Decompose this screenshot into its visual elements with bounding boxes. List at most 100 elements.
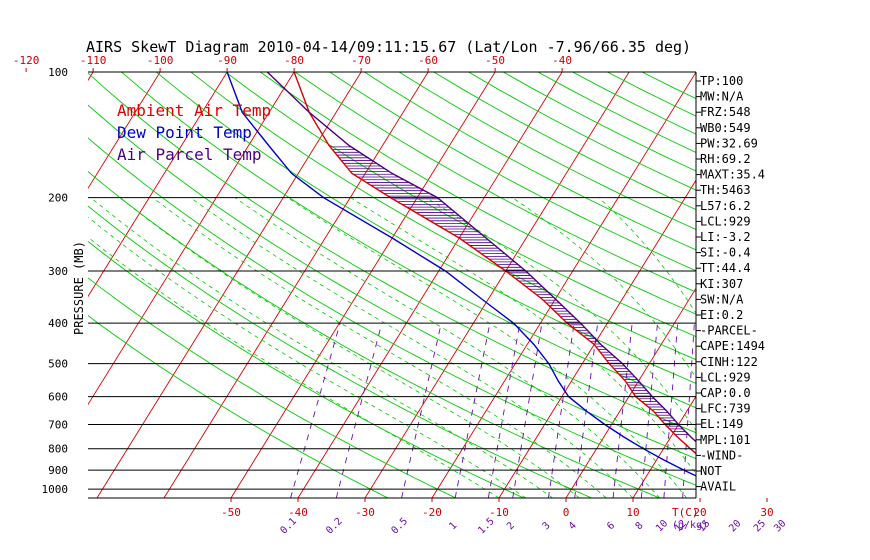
index-label: SI:-0.4 xyxy=(700,246,751,260)
moist-adiabat-line xyxy=(234,197,661,498)
dry-adiabat-line xyxy=(88,137,696,486)
cape-hatch xyxy=(330,146,689,435)
index-label: LFC:739 xyxy=(700,402,751,416)
top-temp-tick-label: -70 xyxy=(351,54,371,67)
dewpoint-temp-line xyxy=(226,72,696,477)
y-axis-label: PRESSURE (MB) xyxy=(72,241,86,335)
index-label: WB0:549 xyxy=(700,121,751,135)
index-label: LI:-3.2 xyxy=(700,230,751,244)
index-label: TT:44.4 xyxy=(700,261,751,275)
index-label: AVAIL xyxy=(700,480,736,494)
pressure-tick-label: 900 xyxy=(48,464,68,477)
dry-adiabat-line xyxy=(88,240,524,498)
top-temp-tick-label: -40 xyxy=(552,54,572,67)
isotherm-line xyxy=(163,72,429,498)
bottom-temp-tick-label: 10 xyxy=(626,506,639,519)
index-label: LCL:929 xyxy=(700,214,751,228)
legend-parcel: Air Parcel Temp xyxy=(117,145,262,164)
index-label: EI:0.2 xyxy=(700,308,743,322)
index-label: FRZ:548 xyxy=(700,105,751,119)
bottom-temp-tick-label: -50 xyxy=(221,506,241,519)
dry-adiabat-line xyxy=(294,72,696,293)
index-label: CINH:122 xyxy=(700,355,758,369)
parcel-temp-line xyxy=(266,72,696,443)
moist-adiabat-line xyxy=(190,197,634,498)
pressure-tick-label: 400 xyxy=(48,317,68,330)
mixing-ratio-tick-label: 1 xyxy=(447,520,459,532)
isotherm-line xyxy=(230,72,496,498)
pressure-tick-label: 300 xyxy=(48,265,68,278)
mixing-ratio-tick-label: 25 xyxy=(752,518,768,534)
background-lines xyxy=(88,72,870,498)
dry-adiabat-line xyxy=(88,72,696,434)
isotherm-line xyxy=(767,72,870,498)
index-label: MAXT:35.4 xyxy=(700,168,765,182)
isotherm-line xyxy=(88,72,295,406)
isotherm-line xyxy=(88,72,161,190)
top-temp-tick-label: -120 xyxy=(13,54,40,67)
mixing-ratio-line xyxy=(401,323,442,498)
bottom-temp-tick-label: 30 xyxy=(760,506,773,519)
mixing-ratio-line xyxy=(663,323,679,498)
pressure-tick-label: 500 xyxy=(48,358,68,371)
mixing-ratio-tick-label: 2 xyxy=(505,520,517,532)
isotherm-line xyxy=(364,72,630,498)
isotherm-line xyxy=(88,72,228,298)
index-label: CAPE:1494 xyxy=(700,339,765,353)
top-temp-tick-label: -110 xyxy=(80,54,107,67)
moist-adiabat-line xyxy=(350,197,696,475)
bottom-temp-tick-label: -10 xyxy=(489,506,509,519)
mixing-ratio-tick-label: 10 xyxy=(654,518,670,534)
dry-adiabat-line xyxy=(329,72,696,272)
pressure-tick-label: 200 xyxy=(48,192,68,205)
moist-adiabat-line xyxy=(88,216,527,498)
top-temp-tick-label: -90 xyxy=(217,54,237,67)
mixing-ratio-tick-label: 30 xyxy=(772,518,788,534)
dry-adiabat-line xyxy=(88,277,456,498)
top-temp-tick-label: -100 xyxy=(147,54,174,67)
index-label: LCL:929 xyxy=(700,370,751,384)
dry-adiabat-line xyxy=(88,104,696,460)
dry-adiabat-line xyxy=(88,315,389,498)
index-label: PW:32.69 xyxy=(700,136,758,150)
mixing-ratio-line xyxy=(487,323,521,498)
index-label: MPL:101 xyxy=(700,433,751,447)
dry-adiabat-line xyxy=(225,72,696,338)
moist-adiabat-line xyxy=(425,197,696,431)
mixing-ratio-tick-label: 3 xyxy=(541,520,553,532)
mixing-ratio-line xyxy=(682,323,695,498)
pressure-tick-label: 1000 xyxy=(42,483,69,496)
mixing-ratio-line xyxy=(335,323,383,498)
mixing-ratio-line xyxy=(640,323,658,498)
dry-adiabat-line xyxy=(433,72,696,211)
moist-adiabat-line xyxy=(119,197,580,498)
pressure-tick-label: 800 xyxy=(48,443,68,456)
dry-adiabat-line xyxy=(260,72,696,315)
dry-adiabat-line xyxy=(121,72,696,409)
index-label: SW:N/A xyxy=(700,292,744,306)
index-label: NOT xyxy=(700,464,722,478)
index-label: MW:N/A xyxy=(700,90,744,104)
isotherm-line xyxy=(96,72,362,498)
mixing-ratio-tick-label: 0.5 xyxy=(390,516,411,537)
mixing-ratio-unit-label: (g/kg) xyxy=(672,520,708,531)
isotherm-line xyxy=(431,72,696,498)
pressure-tick-label: 600 xyxy=(48,391,68,404)
index-label: EL:149 xyxy=(700,417,743,431)
moist-adiabat-line xyxy=(88,236,500,498)
index-label: TP:100 xyxy=(700,74,743,88)
mixing-ratio-line xyxy=(547,323,575,498)
mixing-ratio-line xyxy=(512,323,543,498)
bottom-temp-tick-label: 0 xyxy=(563,506,570,519)
dry-adiabat-line xyxy=(88,205,592,498)
isotherm-line xyxy=(297,72,563,498)
bottom-temp-tick-label: 20 xyxy=(693,506,706,519)
mixing-ratio-tick-label: 0.1 xyxy=(279,516,300,537)
mixing-ratio-line xyxy=(782,323,783,498)
mixing-ratio-tick-label: 1.5 xyxy=(476,516,497,537)
mixing-ratio-tick-label: 4 xyxy=(567,520,579,532)
moist-adiabat-line xyxy=(90,197,553,498)
mixing-ratio-tick-label: 6 xyxy=(605,520,617,532)
pressure-tick-label: 700 xyxy=(48,419,68,432)
